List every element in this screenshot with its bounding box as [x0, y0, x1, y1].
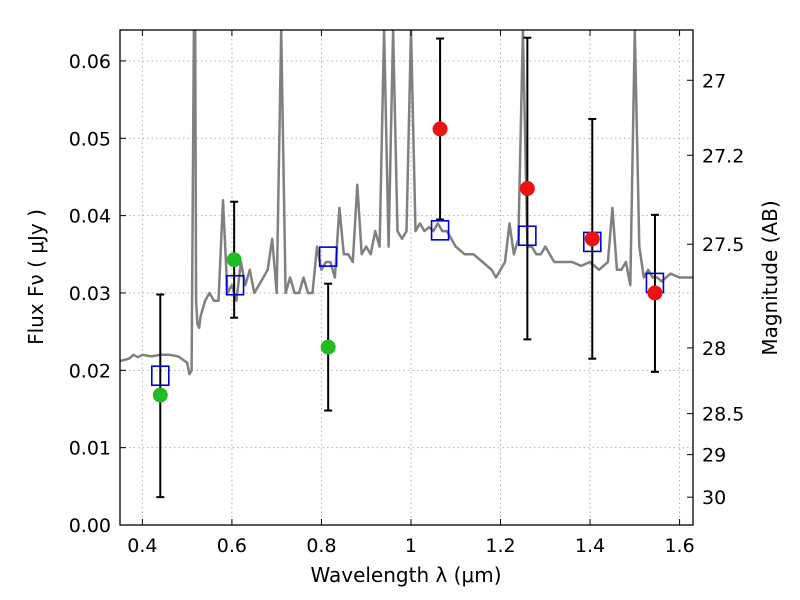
y2-tick-label: 28.5 — [702, 404, 744, 426]
y-tick-label: 0.01 — [69, 438, 111, 460]
y2-tick-label: 27.2 — [702, 145, 744, 167]
y-tick-label: 0.05 — [69, 128, 111, 150]
x-tick-label: 1 — [405, 535, 417, 557]
y-tick-labels: 0.00 0.01 0.02 0.03 0.04 0.05 0.06 — [69, 51, 111, 537]
y2-tick-label: 30 — [702, 487, 726, 509]
ticks — [120, 30, 693, 526]
y2-tick-label: 27 — [702, 70, 726, 92]
spectrum-line — [120, 30, 693, 376]
model-square — [430, 220, 450, 241]
plot-frame — [119, 29, 694, 526]
x-tick-label: 1.6 — [664, 535, 694, 557]
y-tick-label: 0.02 — [69, 360, 111, 382]
model-square — [318, 246, 338, 267]
green-point — [152, 387, 168, 403]
model-square — [225, 274, 245, 296]
y2-tick-labels: 27 27.2 27.5 28 28.5 29 30 — [702, 70, 744, 509]
x-axis-title: Wavelength λ (μm) — [310, 563, 501, 587]
x-tick-label: 0.6 — [217, 535, 247, 557]
y-tick-label: 0.04 — [69, 206, 111, 228]
x-tick-labels: 0.4 0.6 0.8 1 1.2 1.4 1.6 — [127, 535, 694, 557]
plot-background — [120, 30, 693, 525]
y-tick-label: 0.03 — [69, 283, 111, 305]
points-layer — [152, 121, 663, 403]
x-tick-label: 1.2 — [485, 535, 515, 557]
y2-tick-label: 28 — [702, 338, 726, 360]
spectrum-layer — [120, 30, 693, 376]
green-point — [320, 339, 336, 355]
model-square — [150, 365, 170, 387]
red-point — [519, 181, 535, 197]
x-tick-label: 1.4 — [575, 535, 605, 557]
x-tick-label: 0.8 — [306, 535, 336, 557]
y2-tick-label: 29 — [702, 445, 726, 467]
red-point — [584, 231, 600, 247]
y2-axis-title: Magnitude (AB) — [758, 200, 782, 355]
green-point — [226, 252, 242, 268]
red-point — [647, 285, 663, 301]
red-point — [432, 121, 448, 137]
y2-tick-label: 27.5 — [702, 234, 744, 256]
x-tick-label: 0.4 — [127, 535, 157, 557]
y-axis-title: Flux Fν ( μJy ) — [24, 209, 48, 345]
y-tick-label: 0.00 — [69, 515, 111, 537]
model-square — [518, 225, 537, 247]
y-tick-label: 0.06 — [69, 51, 111, 73]
